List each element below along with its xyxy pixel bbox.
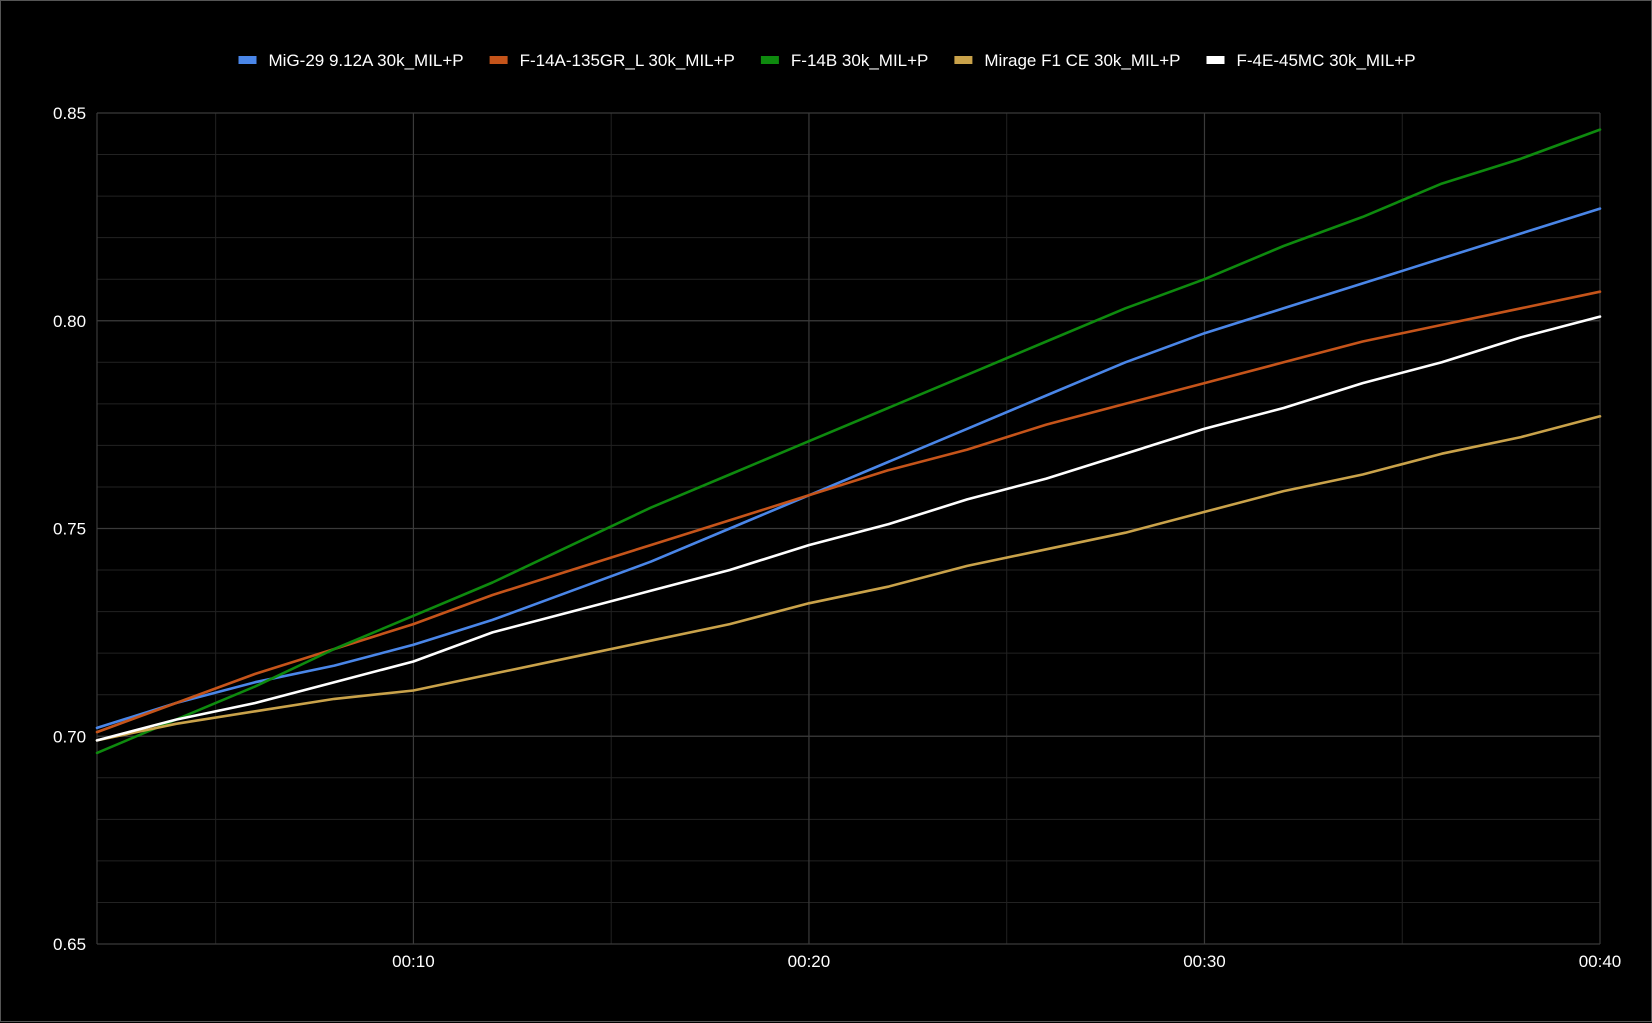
series-line-2 [95,128,1602,755]
legend-item: F-4E-45MC 30k_MIL+P [1206,51,1416,70]
series-line-0 [95,207,1602,730]
y-tick-label: 0.75 [53,520,86,539]
legend-item: F-14A-135GR_L 30k_MIL+P [489,51,735,70]
legend-item: MiG-29 9.12A 30k_MIL+P [238,51,464,70]
major-gridlines [96,112,1601,945]
x-axis: 00:10 00:20 00:30 00:40 [392,952,1621,971]
legend-label: Mirage F1 CE 30k_MIL+P [984,51,1180,70]
y-tick-label: 0.70 [53,727,86,746]
series-line-1 [95,290,1602,734]
legend-swatch [760,56,779,64]
legend-swatch [954,56,973,64]
legend-label: F-14A-135GR_L 30k_MIL+P [520,51,735,70]
x-tick-label: 00:30 [1183,952,1226,971]
legend-item: Mirage F1 CE 30k_MIL+P [954,51,1180,70]
legend-label: F-4E-45MC 30k_MIL+P [1237,51,1416,70]
legend-swatch [1206,56,1225,64]
x-tick-label: 00:40 [1579,952,1622,971]
legend-label: F-14B 30k_MIL+P [791,51,929,70]
series-line-4 [95,315,1602,742]
legend: MiG-29 9.12A 30k_MIL+P F-14A-135GR_L 30k_… [238,51,1416,70]
x-tick-label: 00:10 [392,952,435,971]
legend-item: F-14B 30k_MIL+P [760,51,929,70]
series-line-3 [95,414,1602,742]
y-tick-label: 0.85 [53,104,86,123]
legend-swatch [238,56,257,64]
legend-label: MiG-29 9.12A 30k_MIL+P [269,51,464,70]
series-lines [95,128,1602,755]
x-tick-label: 00:20 [788,952,831,971]
y-tick-label: 0.80 [53,312,86,331]
y-tick-label: 0.65 [53,935,86,954]
legend-swatch [489,56,508,64]
y-axis: 0.65 0.70 0.75 0.80 0.85 [53,104,86,954]
